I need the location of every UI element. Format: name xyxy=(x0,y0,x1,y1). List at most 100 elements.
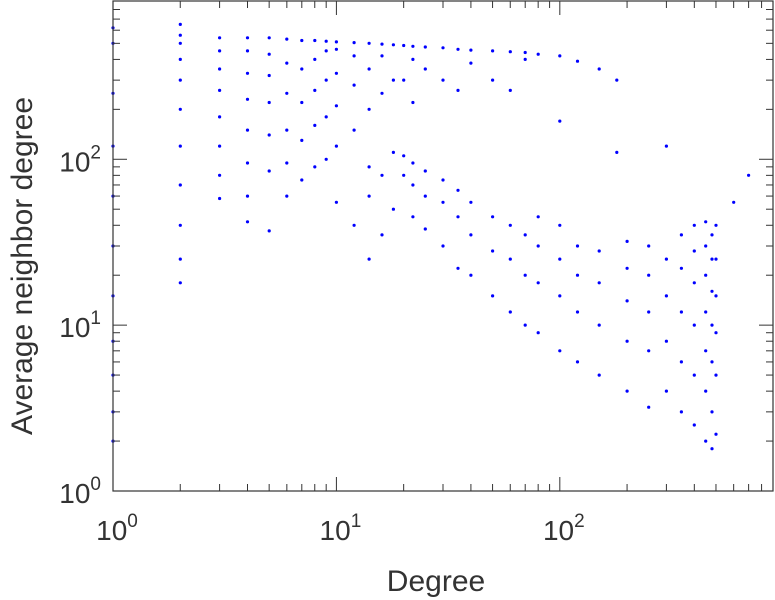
data-point-0-206 xyxy=(732,200,736,204)
data-point-0-93 xyxy=(402,154,406,158)
data-point-0-198 xyxy=(710,257,714,261)
data-point-0-177 xyxy=(679,310,684,314)
y-tick-label-1: 101 xyxy=(59,308,101,343)
data-point-0-109 xyxy=(441,178,445,182)
data-point-0-91 xyxy=(391,43,395,47)
data-point-0-62 xyxy=(324,115,328,119)
data-point-0-26 xyxy=(218,88,222,92)
data-point-0-102 xyxy=(423,227,427,231)
data-point-0-108 xyxy=(441,200,445,204)
data-points xyxy=(111,22,751,451)
data-point-0-149 xyxy=(575,310,580,314)
data-point-0-197 xyxy=(710,289,714,293)
data-point-0-138 xyxy=(536,281,540,285)
data-point-0-25 xyxy=(218,115,222,119)
data-point-0-18 xyxy=(178,57,182,62)
data-point-0-79 xyxy=(367,165,371,169)
data-point-0-49 xyxy=(285,61,289,65)
data-point-0-123 xyxy=(491,249,495,253)
x-axis-label: Degree xyxy=(387,565,485,598)
data-point-0-159 xyxy=(615,78,619,82)
data-point-0-37 xyxy=(245,36,250,40)
data-point-0-160 xyxy=(625,389,629,393)
data-point-0-125 xyxy=(491,78,495,82)
y-axis-label: Average neighbor degree xyxy=(6,97,39,435)
data-point-0-95 xyxy=(402,43,406,48)
data-point-0-121 xyxy=(469,48,473,52)
data-point-0-145 xyxy=(558,223,562,227)
data-point-0-30 xyxy=(245,220,250,224)
data-point-0-141 xyxy=(536,52,540,56)
data-point-0-98 xyxy=(411,161,415,165)
data-point-0-11 xyxy=(178,281,182,285)
data-point-0-77 xyxy=(367,257,371,261)
data-point-0-20 xyxy=(178,33,182,37)
data-point-0-100 xyxy=(411,57,415,62)
data-point-0-72 xyxy=(352,223,356,227)
data-point-0-148 xyxy=(575,360,580,364)
data-point-0-17 xyxy=(178,78,182,82)
data-point-0-69 xyxy=(334,71,338,75)
data-point-0-151 xyxy=(575,244,580,248)
data-point-0-190 xyxy=(704,273,708,277)
data-point-0-55 xyxy=(300,38,304,43)
data-point-0-187 xyxy=(704,389,708,393)
data-point-0-129 xyxy=(508,223,512,227)
data-point-0-58 xyxy=(313,88,317,92)
data-point-0-97 xyxy=(411,183,415,187)
data-point-0-156 xyxy=(597,249,601,253)
data-point-0-56 xyxy=(313,165,317,169)
data-point-0-158 xyxy=(615,150,619,154)
data-point-0-21 xyxy=(178,22,182,26)
data-point-0-103 xyxy=(423,194,427,198)
data-point-0-92 xyxy=(402,173,406,177)
data-point-0-85 xyxy=(380,91,384,95)
data-point-0-27 xyxy=(218,67,222,71)
x-tick-label-0: 100 xyxy=(96,511,138,546)
data-point-0-130 xyxy=(508,88,512,92)
data-point-0-143 xyxy=(558,294,562,298)
data-point-0-116 xyxy=(456,47,460,51)
data-point-0-83 xyxy=(380,233,384,237)
data-point-0-176 xyxy=(679,360,684,364)
data-point-0-164 xyxy=(625,239,629,243)
data-point-0-178 xyxy=(679,266,684,270)
data-point-0-204 xyxy=(714,257,718,261)
data-point-0-153 xyxy=(597,373,601,377)
data-point-0-104 xyxy=(423,169,427,173)
data-point-0-157 xyxy=(597,67,601,71)
data-point-0-66 xyxy=(334,200,338,204)
data-point-0-172 xyxy=(664,294,669,298)
data-point-0-174 xyxy=(664,144,669,148)
data-point-0-150 xyxy=(575,273,580,277)
data-point-0-134 xyxy=(523,233,527,237)
y-tick-label-0: 100 xyxy=(59,474,101,509)
data-point-0-111 xyxy=(441,46,445,50)
data-point-0-183 xyxy=(692,281,696,285)
data-point-0-23 xyxy=(218,173,222,177)
data-point-0-122 xyxy=(491,294,495,298)
data-point-0-131 xyxy=(508,50,512,54)
data-point-0-135 xyxy=(523,57,527,62)
data-point-0-34 xyxy=(245,97,250,101)
data-point-0-86 xyxy=(380,54,384,58)
data-point-0-105 xyxy=(423,67,427,71)
data-point-0-192 xyxy=(704,220,708,224)
data-point-0-142 xyxy=(558,349,562,353)
data-point-0-33 xyxy=(245,128,250,132)
data-point-0-165 xyxy=(647,405,651,409)
data-point-0-13 xyxy=(178,223,182,227)
data-point-0-16 xyxy=(178,107,182,111)
data-point-0-155 xyxy=(597,281,601,285)
data-point-0-54 xyxy=(300,67,304,71)
data-point-0-41 xyxy=(267,100,271,105)
data-point-0-195 xyxy=(710,360,714,364)
data-point-0-12 xyxy=(178,257,182,261)
data-point-0-94 xyxy=(402,78,406,82)
data-point-0-144 xyxy=(558,257,562,261)
data-point-0-117 xyxy=(469,273,473,277)
data-point-0-205 xyxy=(714,223,718,227)
data-point-0-48 xyxy=(285,91,289,95)
data-point-0-128 xyxy=(508,257,512,261)
data-point-0-59 xyxy=(313,57,317,62)
